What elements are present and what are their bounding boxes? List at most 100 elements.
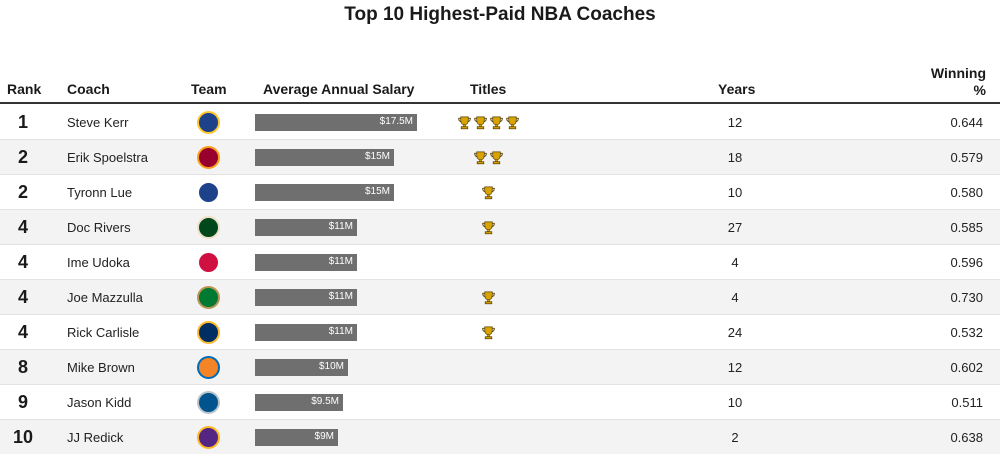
rank-value: 1	[17, 112, 28, 132]
pacers-logo-icon	[197, 321, 220, 344]
winning-pct-value: 0.532	[950, 325, 983, 340]
mavericks-logo-icon	[197, 391, 220, 414]
salary-bar: $9.5M	[255, 394, 343, 411]
salary-bar: $11M	[255, 254, 357, 271]
years-value: 10	[727, 185, 743, 200]
salary-bar-label: $11M	[328, 256, 353, 267]
years-value: 4	[731, 290, 739, 305]
winning-pct-value: 0.638	[950, 430, 983, 445]
table-row: 4 Ime Udoka $11M 4 0.596	[0, 245, 1000, 280]
rank-value: 8	[17, 357, 28, 377]
trophy-icon	[458, 116, 471, 130]
coach-name: Erik Spoelstra	[67, 150, 148, 165]
titles-trophies	[481, 185, 496, 201]
table-row: 10 JJ Redick $9M 2 0.638	[0, 420, 1000, 454]
warriors-logo-icon	[197, 111, 220, 134]
salary-bar-label: $11M	[328, 291, 353, 302]
salary-bar-label: $15M	[364, 186, 390, 197]
clippers-logo-icon	[197, 181, 220, 204]
coach-name: Ime Udoka	[67, 255, 130, 270]
column-header-coach: Coach	[67, 81, 110, 97]
rank-value: 4	[17, 287, 28, 307]
column-header-salary: Average Annual Salary	[263, 81, 415, 97]
trophy-icon	[482, 326, 495, 340]
table-row: 4 Joe Mazzulla $11M 4 0.730	[0, 280, 1000, 315]
winning-pct-value: 0.644	[950, 115, 983, 130]
coaches-table-body: 1 Steve Kerr $17.5M 12 0.644 2 Erik Spoelstra $…	[0, 105, 1000, 454]
winning-pct-value: 0.580	[950, 185, 983, 200]
table-row: 1 Steve Kerr $17.5M 12 0.644	[0, 105, 1000, 140]
winning-pct-value: 0.585	[950, 220, 983, 235]
winning-pct-value: 0.730	[950, 290, 983, 305]
salary-bar-label: $11M	[328, 221, 353, 232]
table-row: 8 Mike Brown $10M 12 0.602	[0, 350, 1000, 385]
rockets-logo-icon	[197, 251, 220, 274]
table-row: 9 Jason Kidd $9.5M 10 0.511	[0, 385, 1000, 420]
salary-bar-label: $11M	[328, 326, 353, 337]
years-value: 12	[727, 115, 743, 130]
bucks-logo-icon	[197, 216, 220, 239]
trophy-icon	[482, 221, 495, 235]
column-header-team: Team	[191, 81, 227, 97]
rank-value: 10	[12, 427, 34, 447]
heat-logo-icon	[197, 146, 220, 169]
titles-trophies	[457, 115, 520, 131]
trophy-icon	[482, 186, 495, 200]
coach-name: Joe Mazzulla	[67, 290, 143, 305]
coach-name: Doc Rivers	[67, 220, 131, 235]
salary-bar: $9M	[255, 429, 338, 446]
table-row: 2 Tyronn Lue $15M 10 0.580	[0, 175, 1000, 210]
table-row: 2 Erik Spoelstra $15M 18 0.579	[0, 140, 1000, 175]
column-header-winning-line1: Winning	[930, 65, 986, 81]
coach-name: Jason Kidd	[67, 395, 132, 410]
coach-name: Mike Brown	[67, 360, 135, 375]
years-value: 2	[731, 430, 739, 445]
titles-trophies	[481, 290, 496, 306]
column-header-winning-pct: Winning %	[896, 65, 986, 99]
years-value: 24	[727, 325, 743, 340]
rank-value: 4	[17, 322, 28, 342]
lakers-logo-icon	[197, 426, 220, 449]
coach-name: JJ Redick	[67, 430, 124, 445]
chart-title: Top 10 Highest-Paid NBA Coaches	[344, 4, 656, 25]
coach-name: Tyronn Lue	[67, 185, 133, 200]
salary-bar: $11M	[255, 219, 357, 236]
table-row: 4 Doc Rivers $11M 27 0.585	[0, 210, 1000, 245]
column-header-titles: Titles	[470, 81, 507, 97]
coach-name: Steve Kerr	[67, 115, 129, 130]
rank-value: 2	[17, 182, 28, 202]
rank-value: 4	[17, 217, 28, 237]
trophy-icon	[490, 151, 503, 165]
salary-bar: $11M	[255, 289, 357, 306]
column-header-rank: Rank	[7, 81, 42, 97]
trophy-icon	[506, 116, 519, 130]
column-header-years: Years	[718, 81, 756, 97]
celtics-logo-icon	[197, 286, 220, 309]
coach-name: Rick Carlisle	[67, 325, 140, 340]
winning-pct-value: 0.602	[950, 360, 983, 375]
trophy-icon	[474, 151, 487, 165]
rank-value: 2	[17, 147, 28, 167]
winning-pct-value: 0.579	[950, 150, 983, 165]
salary-bar: $15M	[255, 149, 394, 166]
winning-pct-value: 0.596	[950, 255, 983, 270]
trophy-icon	[482, 291, 495, 305]
years-value: 18	[727, 150, 743, 165]
trophy-icon	[474, 116, 487, 130]
salary-bar-label: $15M	[364, 151, 390, 162]
years-value: 12	[727, 360, 743, 375]
years-value: 10	[727, 395, 743, 410]
salary-bar-label: $9.5M	[311, 396, 339, 407]
titles-trophies	[481, 325, 496, 341]
rank-value: 4	[17, 252, 28, 272]
titles-trophies	[481, 220, 496, 236]
table-row: 4 Rick Carlisle $11M 24 0.532	[0, 315, 1000, 350]
salary-bar: $17.5M	[255, 114, 417, 131]
titles-trophies	[473, 150, 504, 166]
rank-value: 9	[17, 392, 28, 412]
years-value: 4	[731, 255, 739, 270]
salary-bar: $11M	[255, 324, 357, 341]
winning-pct-value: 0.511	[951, 395, 983, 410]
salary-bar: $10M	[255, 359, 348, 376]
column-header-winning-line2: %	[973, 82, 986, 98]
